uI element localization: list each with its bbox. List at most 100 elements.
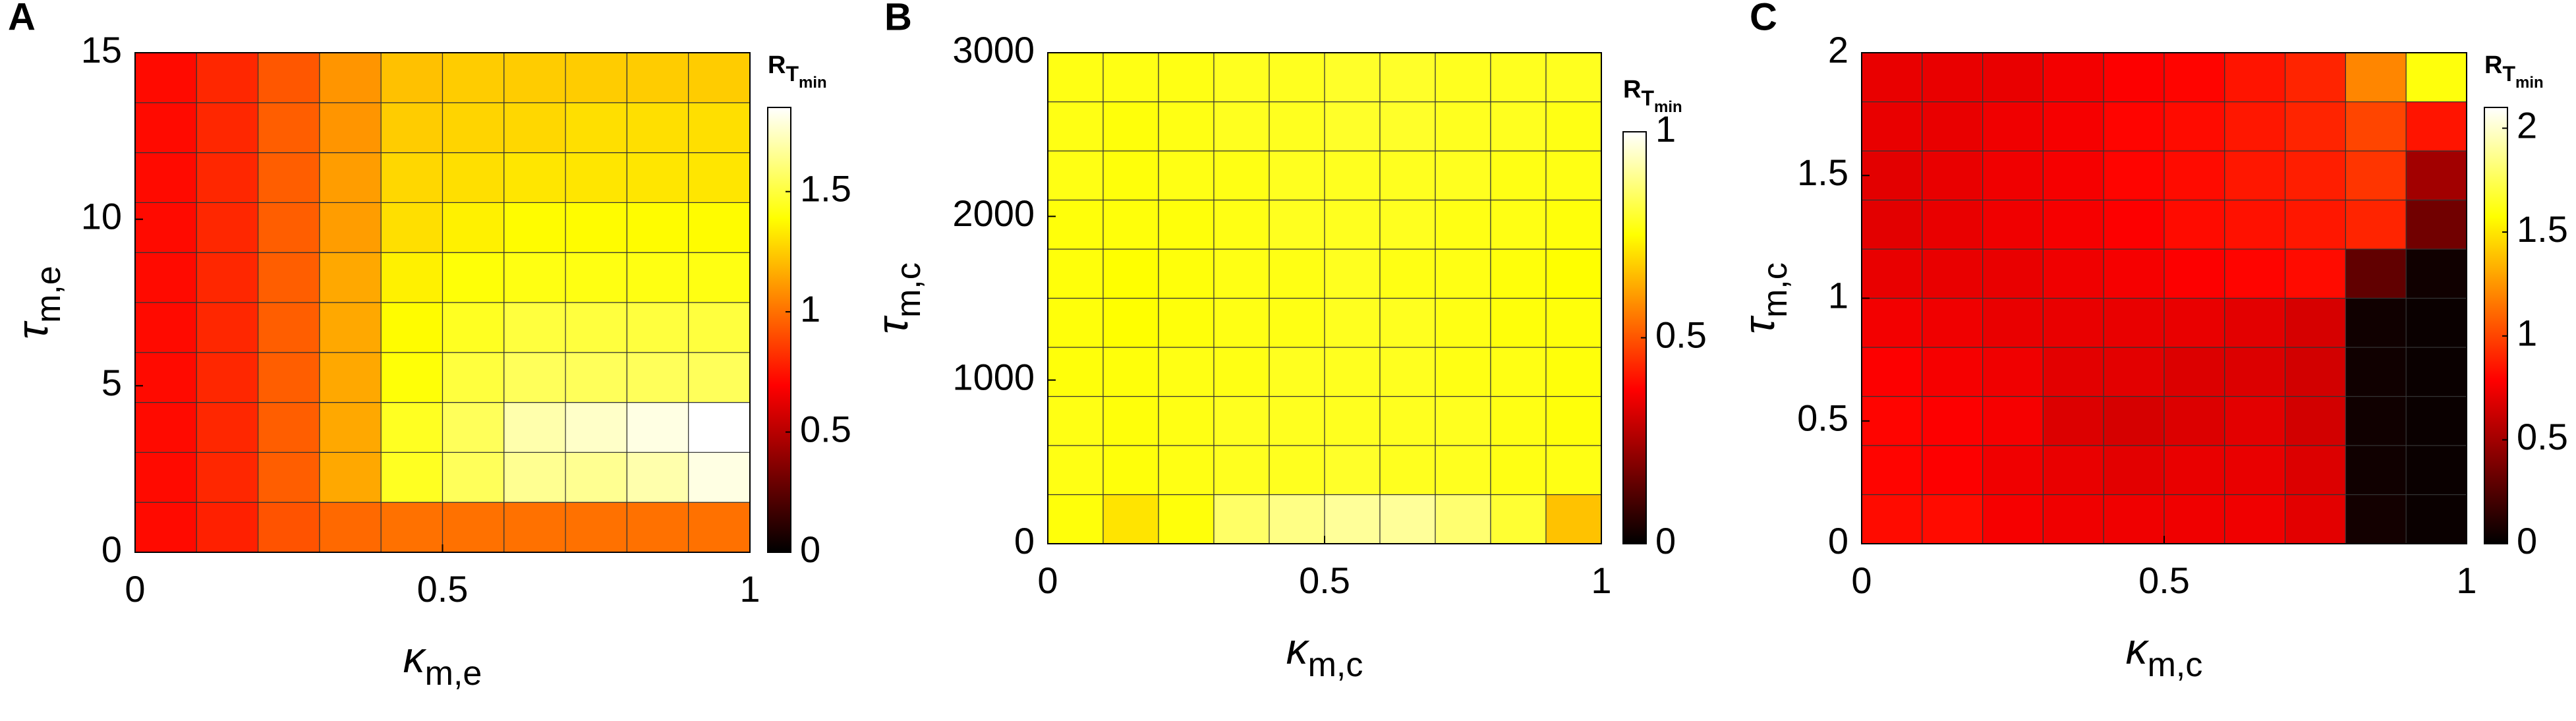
heatmap-cell	[1435, 297, 1491, 348]
heatmap-cell	[1269, 494, 1325, 544]
heatmap-cell	[1324, 150, 1381, 201]
colorbar-tick-label: 1	[2517, 312, 2537, 354]
heatmap-cell	[134, 252, 197, 303]
heatmap-cell	[2285, 297, 2347, 348]
heatmap-cell	[319, 401, 382, 453]
heatmap-cell	[2042, 101, 2104, 152]
heatmap-cell	[2285, 101, 2347, 152]
heatmap-cell	[2163, 199, 2225, 250]
x-label-sub: m,c	[2148, 646, 2203, 684]
colorbar-label-sub: T	[2502, 62, 2515, 86]
heatmap-cell	[442, 502, 505, 553]
heatmap-cell	[380, 52, 444, 103]
heatmap-cell	[258, 252, 320, 303]
heatmap-cell	[2163, 395, 2225, 446]
y-label-symbol: τ	[1734, 315, 1783, 334]
heatmap-cell	[1861, 101, 1923, 152]
heatmap-cell	[1982, 150, 2044, 201]
heatmap-cell	[503, 252, 566, 303]
heatmap-cell	[1102, 101, 1159, 152]
heatmap-cell	[196, 252, 259, 303]
heatmap-cell	[1213, 297, 1270, 348]
heatmap-cell	[1379, 395, 1436, 446]
heatmap-cell	[1047, 150, 1104, 201]
heatmap-cell	[2163, 101, 2225, 152]
x-tick-label: 0	[125, 568, 145, 610]
heatmap-cell	[134, 302, 197, 353]
heatmap-cell	[565, 52, 627, 103]
heatmap-cell	[2103, 150, 2165, 201]
heatmap-cell	[1861, 248, 1923, 299]
heatmap-cell	[380, 302, 444, 353]
heatmap-cell	[319, 52, 382, 103]
panel-label: C	[1750, 0, 1777, 38]
x-tick-label: 0.5	[417, 568, 469, 610]
y-tick-label: 1	[1828, 274, 1848, 316]
heatmap-cell	[1047, 395, 1104, 446]
heatmap-cell	[134, 502, 197, 553]
heatmap-cell	[2042, 199, 2104, 250]
heatmap-cell	[2103, 248, 2165, 299]
heatmap-cell	[688, 502, 751, 553]
x-tick-label: 1	[2456, 560, 2476, 601]
heatmap-cell	[1490, 150, 1547, 201]
heatmap-cell	[1435, 248, 1491, 299]
heatmap-cell	[1490, 494, 1547, 544]
heatmap-cell	[1047, 347, 1104, 397]
heatmap-cell	[1982, 52, 2044, 103]
heatmap-cell	[1435, 347, 1491, 397]
heatmap-cell	[1102, 347, 1159, 397]
heatmap-cell	[2224, 494, 2286, 544]
heatmap-cell	[1102, 445, 1159, 496]
heatmap-cell	[442, 252, 505, 303]
y-tick-label: 2	[1828, 29, 1848, 71]
x-axis-label: κm,c	[2126, 624, 2203, 683]
heatmap-cell	[196, 502, 259, 553]
colorbar-label-base: R	[1623, 76, 1641, 103]
heatmap-cell	[688, 401, 751, 453]
heatmap-cell	[1102, 494, 1159, 544]
heatmap-cell	[134, 52, 197, 103]
heatmap-cell	[319, 302, 382, 353]
heatmap-cell	[2163, 248, 2225, 299]
heatmap-cell	[565, 302, 627, 353]
heatmap-cell	[2285, 445, 2347, 496]
heatmap-cell	[2224, 347, 2286, 397]
heatmap-cell	[319, 451, 382, 503]
heatmap-cell	[565, 502, 627, 553]
heatmap-cell	[1922, 150, 1984, 201]
heatmap-cell	[1545, 347, 1602, 397]
heatmap-cell	[319, 152, 382, 204]
heatmap-cell	[1047, 52, 1104, 103]
heatmap-cell	[2285, 395, 2347, 446]
heatmap-cell	[2285, 52, 2347, 103]
heatmap-cell	[1047, 199, 1104, 250]
heatmap-cell	[1379, 150, 1436, 201]
heatmap-cell	[1982, 199, 2044, 250]
heatmap-cell	[442, 202, 505, 253]
heatmap-cell	[1435, 445, 1491, 496]
x-label-symbol: κ	[2126, 624, 2150, 673]
heatmap-cell	[1379, 445, 1436, 496]
heatmap-cell	[626, 401, 689, 453]
heatmap-cell	[196, 152, 259, 204]
colorbar	[2484, 107, 2508, 544]
heatmap-cell	[196, 52, 259, 103]
y-tick-label: 0	[1014, 520, 1035, 562]
heatmap-cell	[1545, 52, 1602, 103]
heatmap-cell	[1982, 297, 2044, 348]
y-label-sub: m,c	[890, 262, 928, 318]
heatmap-cell	[1861, 347, 1923, 397]
heatmap-cell	[1047, 248, 1104, 299]
heatmap-cell	[565, 352, 627, 403]
heatmap-cell	[1435, 395, 1491, 446]
heatmap-cell	[2224, 248, 2286, 299]
heatmap-cell	[2042, 248, 2104, 299]
heatmap-cell	[1490, 395, 1547, 446]
heatmap-cell	[1922, 494, 1984, 544]
heatmap-cell	[688, 102, 751, 154]
heatmap-cell	[134, 152, 197, 204]
heatmap-cell	[1861, 150, 1923, 201]
heatmap-cell	[565, 451, 627, 503]
